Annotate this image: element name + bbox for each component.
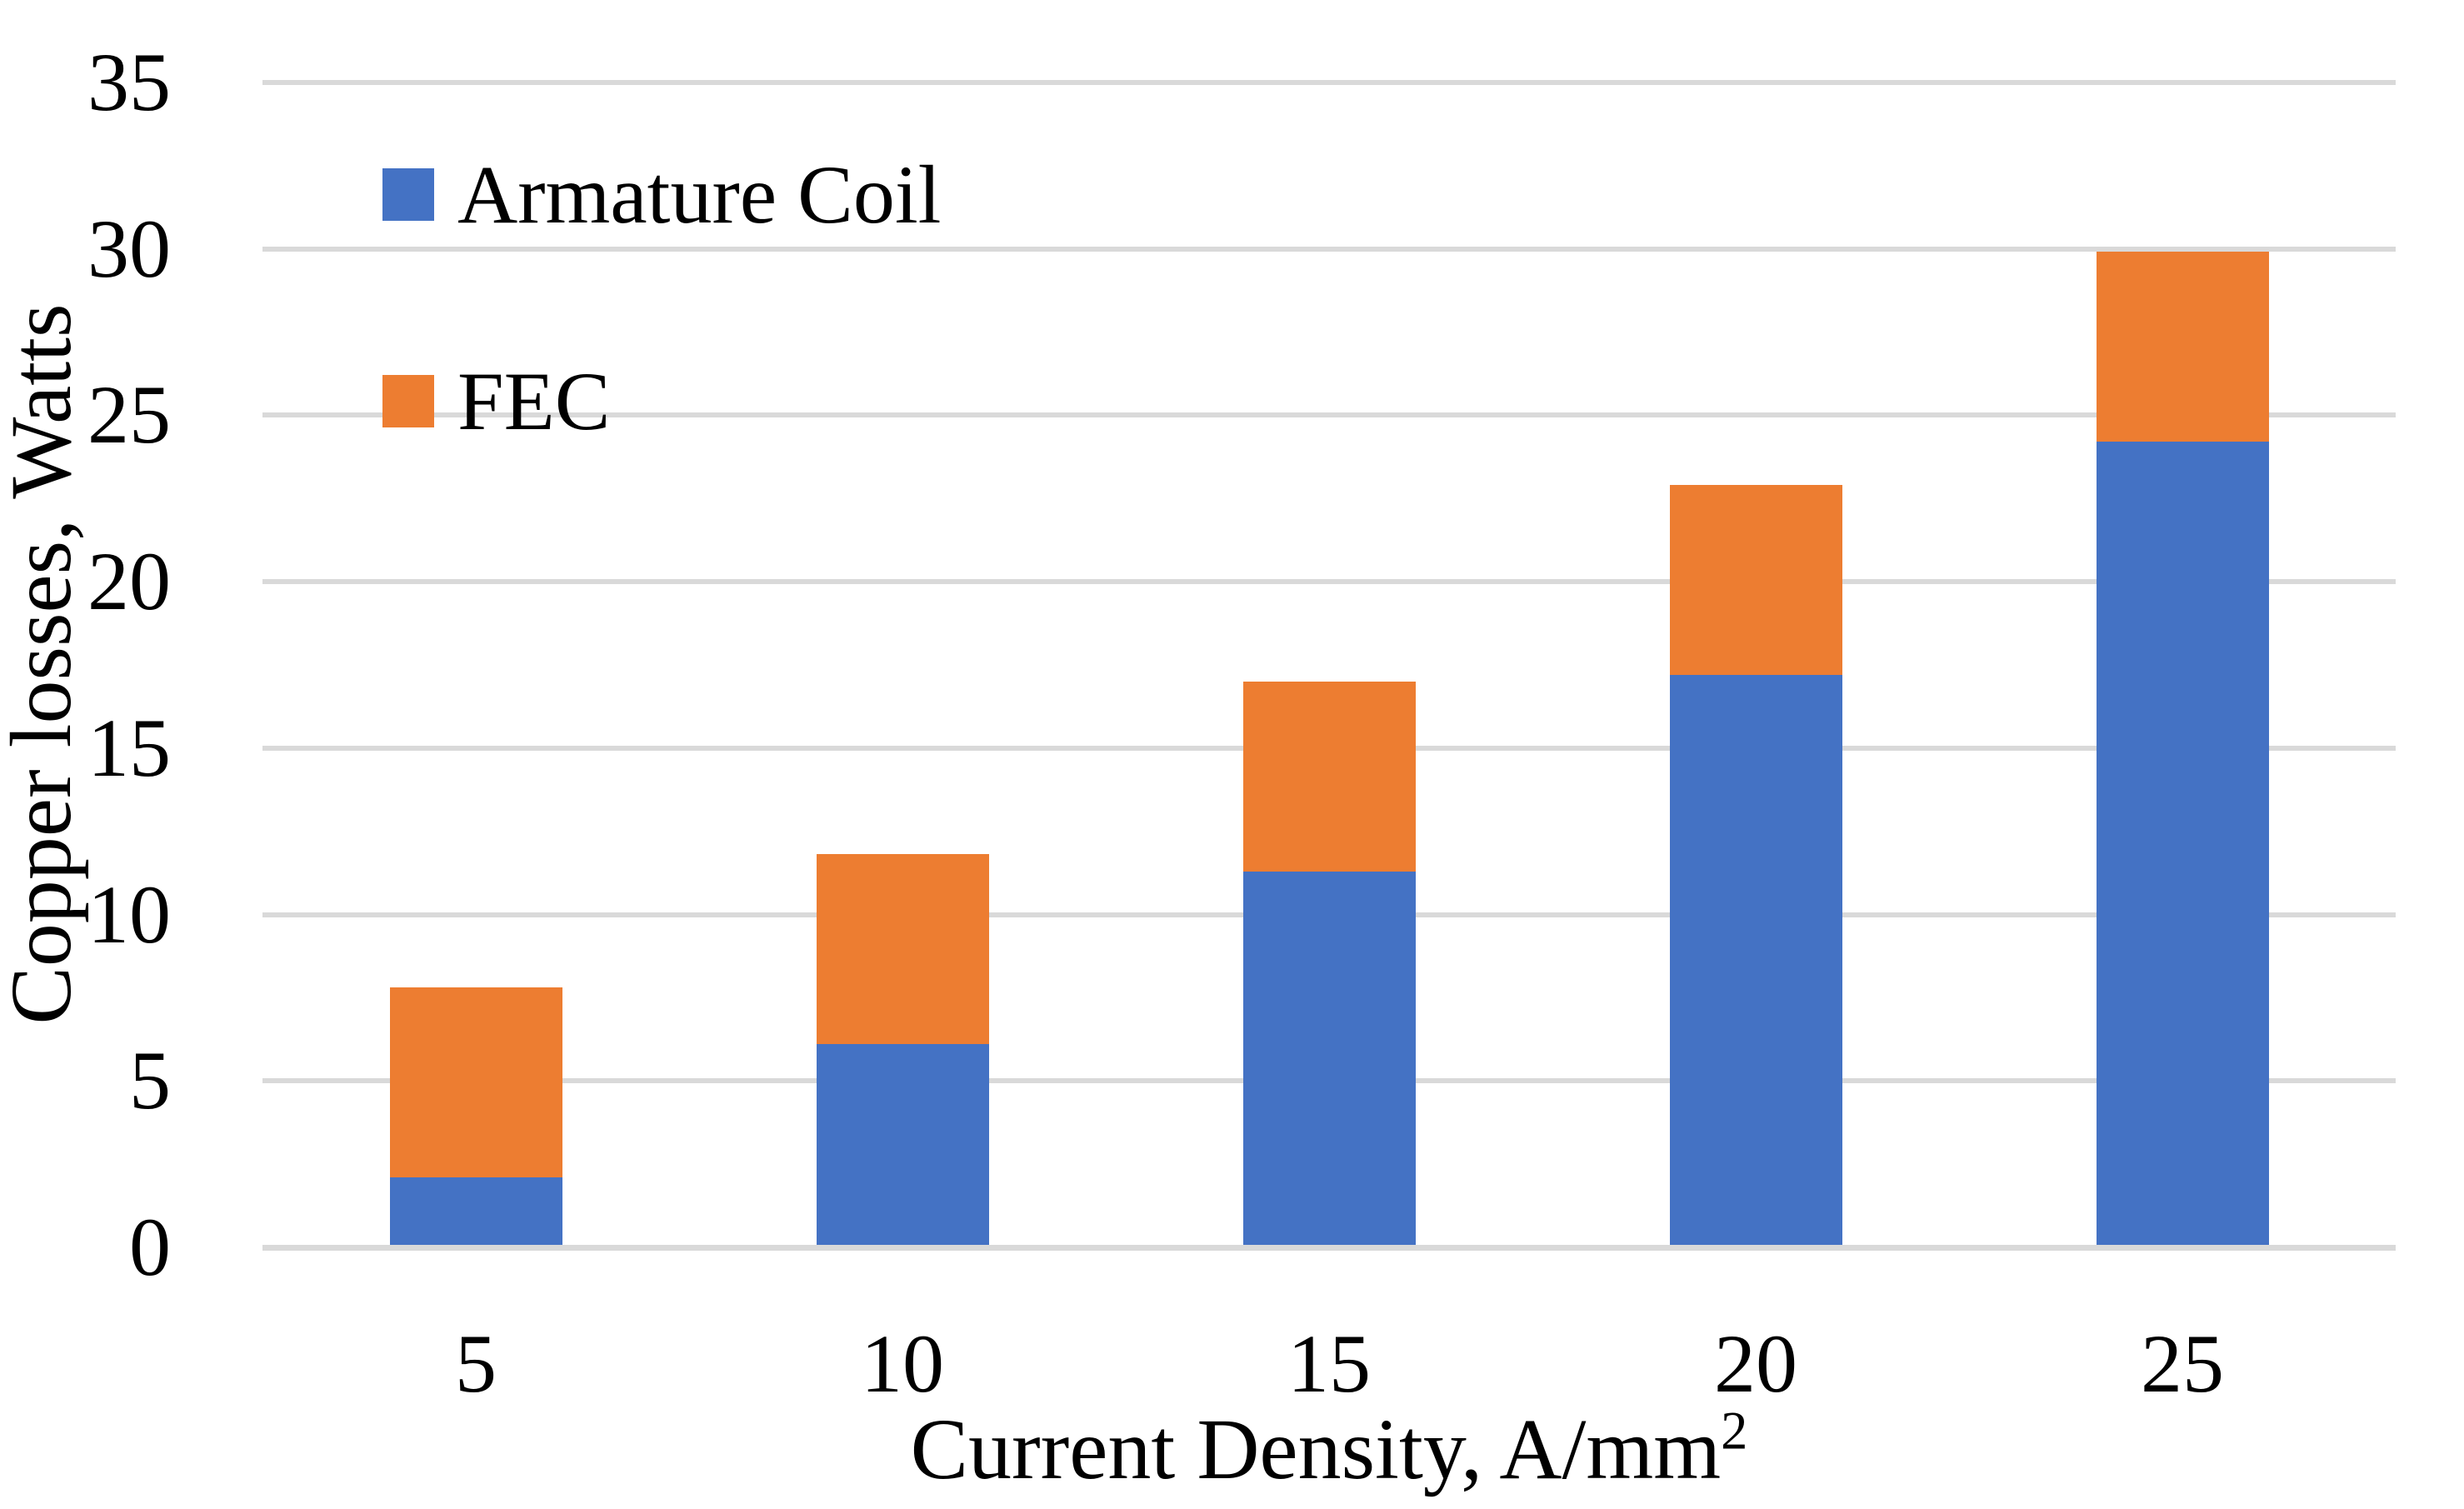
bar-segment-fec-10 bbox=[817, 854, 989, 1044]
bar-segment-fec-20 bbox=[1670, 485, 1842, 675]
bar-segment-armature-coil-5 bbox=[390, 1177, 562, 1247]
bar-segment-armature-coil-15 bbox=[1243, 872, 1416, 1247]
gridline-y-30 bbox=[262, 246, 2396, 252]
gridline-y-25 bbox=[262, 412, 2396, 418]
x-tick-label-25: 25 bbox=[2141, 1317, 2224, 1410]
y-tick-label-35: 35 bbox=[87, 35, 171, 128]
y-tick-label-10: 10 bbox=[87, 867, 171, 961]
bar-segment-fec-5 bbox=[390, 987, 562, 1177]
y-tick-label-15: 15 bbox=[87, 701, 171, 794]
bar-segment-fec-15 bbox=[1243, 682, 1416, 872]
x-tick-label-5: 5 bbox=[455, 1317, 497, 1410]
x-axis-title: Current Density, A/mm2 bbox=[262, 1400, 2396, 1500]
legend-item-armature-coil: Armature Coil bbox=[382, 148, 942, 241]
y-tick-label-20: 20 bbox=[87, 535, 171, 627]
bar-segment-fec-25 bbox=[2097, 252, 2269, 442]
bar-segment-armature-coil-10 bbox=[817, 1044, 989, 1247]
legend-swatch-armature-coil bbox=[382, 168, 434, 221]
legend-label-armature-coil: Armature Coil bbox=[457, 148, 942, 241]
y-tick-label-5: 5 bbox=[129, 1034, 171, 1127]
gridline-y-35 bbox=[262, 79, 2396, 85]
legend-swatch-fec bbox=[382, 375, 434, 427]
legend-item-fec: FEC bbox=[382, 355, 611, 447]
x-axis-title-superscript: 2 bbox=[1721, 1401, 1748, 1461]
y-tick-label-30: 30 bbox=[87, 202, 171, 295]
legend-label-fec: FEC bbox=[457, 355, 611, 447]
x-axis-line bbox=[262, 1245, 2396, 1251]
gridline-y-20 bbox=[262, 579, 2396, 584]
x-axis-title-text: Current Density, A/mm bbox=[910, 1402, 1722, 1497]
bar-segment-armature-coil-20 bbox=[1670, 675, 1842, 1247]
y-tick-label-0: 0 bbox=[129, 1201, 171, 1293]
x-tick-label-15: 15 bbox=[1287, 1317, 1371, 1410]
x-tick-label-20: 20 bbox=[1714, 1317, 1797, 1410]
y-tick-label-25: 25 bbox=[87, 368, 171, 462]
x-tick-label-10: 10 bbox=[861, 1317, 944, 1410]
bar-segment-armature-coil-25 bbox=[2097, 442, 2269, 1247]
